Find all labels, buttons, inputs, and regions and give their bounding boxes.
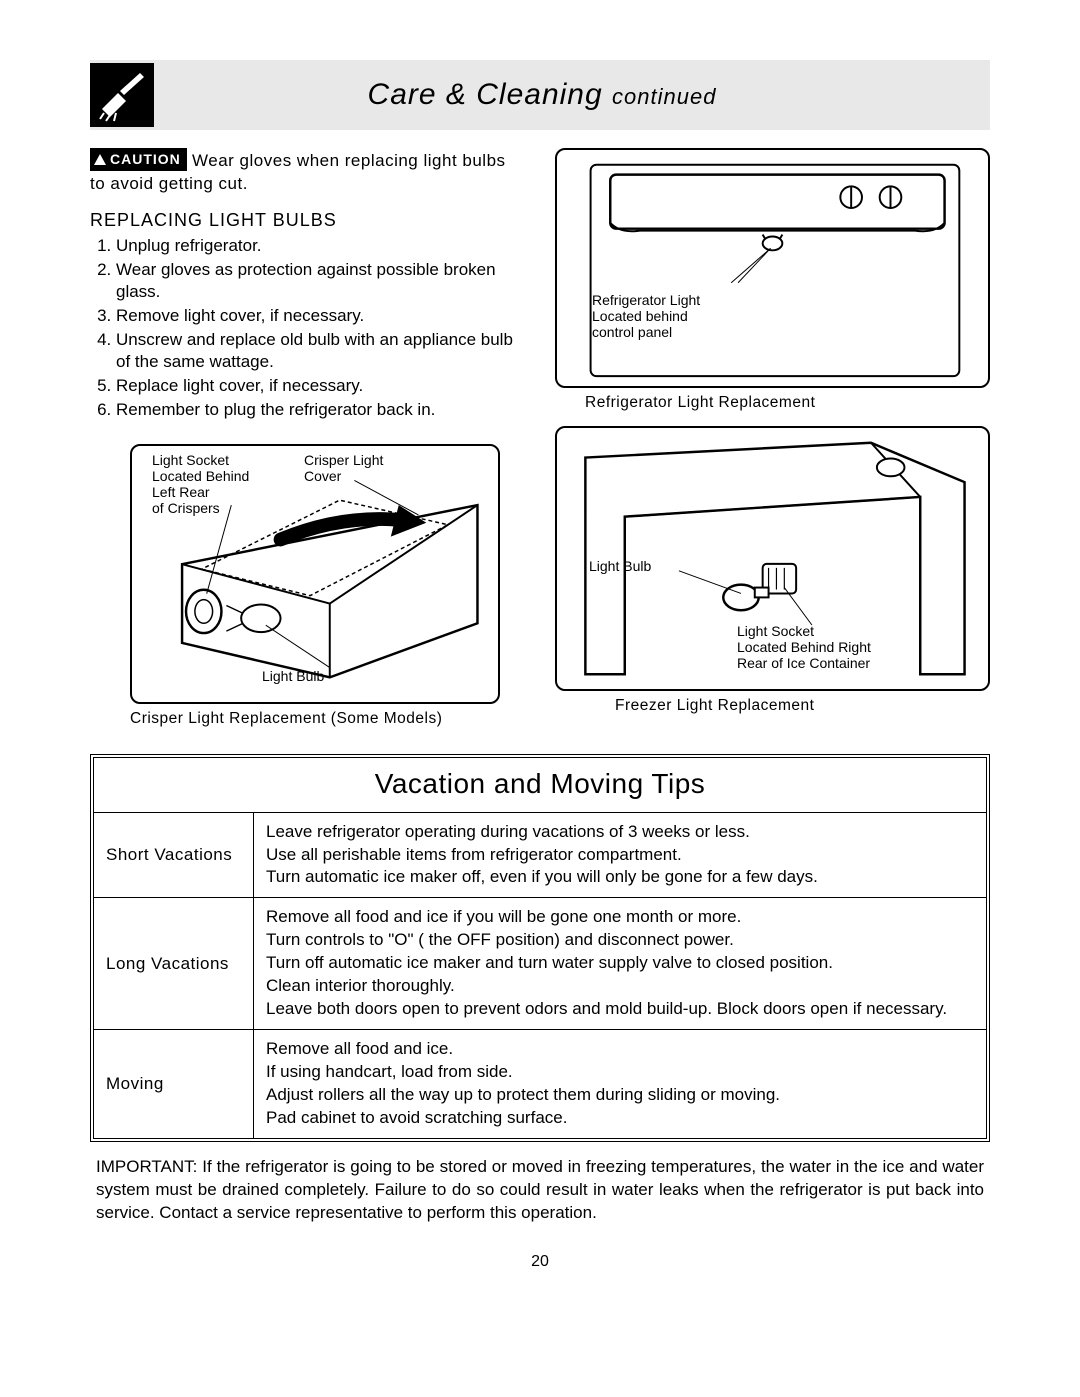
tips-row-label: Long Vacations <box>94 898 254 1029</box>
caution-badge-text: CAUTION <box>110 150 181 169</box>
replacing-steps: Unplug refrigerator. Wear gloves as prot… <box>90 235 525 422</box>
tips-line: Remove all food and ice. <box>266 1038 974 1061</box>
important-note: IMPORTANT: If the refrigerator is going … <box>90 1156 990 1225</box>
page-title: Care & Cleaning continued <box>174 78 990 112</box>
table-row: Moving Remove all food and ice. If using… <box>94 1029 986 1138</box>
tips-table: Vacation and Moving Tips Short Vacations… <box>90 754 990 1142</box>
step-item: Remove light cover, if necessary. <box>116 305 525 327</box>
table-row: Long Vacations Remove all food and ice i… <box>94 897 986 1029</box>
crisper-cover-label: Crisper Light Cover <box>304 452 383 484</box>
tips-row-content: Remove all food and ice. If using handca… <box>254 1030 986 1138</box>
crisper-bulb-label: Light Bulb <box>262 668 324 684</box>
fridge-caption: Refrigerator Light Replacement <box>585 394 990 412</box>
crisper-caption: Crisper Light Replacement (Some Models) <box>130 710 500 728</box>
fridge-diagram: Refrigerator Light Located behind contro… <box>555 148 990 388</box>
tips-title: Vacation and Moving Tips <box>94 758 986 812</box>
freezer-diagram: Light Bulb Light Socket Located Behind R… <box>555 426 990 691</box>
step-item: Replace light cover, if necessary. <box>116 375 525 397</box>
tips-line: Turn automatic ice maker off, even if yo… <box>266 866 974 889</box>
tips-line: Adjust rollers all the way up to protect… <box>266 1084 974 1107</box>
warning-triangle-icon <box>94 154 106 165</box>
crisper-socket-label: Light Socket Located Behind Left Rear of… <box>152 452 249 516</box>
tips-line: Pad cabinet to avoid scratching surface. <box>266 1107 974 1130</box>
tips-line: Remove all food and ice if you will be g… <box>266 906 974 929</box>
tips-line: Use all perishable items from refrigerat… <box>266 844 974 867</box>
crisper-diagram: Light Socket Located Behind Left Rear of… <box>130 444 500 704</box>
table-row: Short Vacations Leave refrigerator opera… <box>94 812 986 898</box>
header-bar: Care & Cleaning continued <box>90 60 990 130</box>
tips-row-content: Leave refrigerator operating during vaca… <box>254 813 986 898</box>
fridge-light-label: Refrigerator Light Located behind contro… <box>592 292 700 340</box>
tips-line: Leave both doors open to prevent odors a… <box>266 998 974 1021</box>
freezer-socket-label: Light Socket Located Behind Right Rear o… <box>737 623 871 671</box>
freezer-caption: Freezer Light Replacement <box>615 697 990 715</box>
title-main: Care & Cleaning <box>368 78 603 111</box>
tips-line: If using handcart, load from side. <box>266 1061 974 1084</box>
step-item: Unscrew and replace old bulb with an app… <box>116 329 525 373</box>
step-item: Remember to plug the refrigerator back i… <box>116 399 525 421</box>
replacing-heading: REPLACING LIGHT BULBS <box>90 210 525 231</box>
tips-row-label: Short Vacations <box>94 813 254 898</box>
tips-line: Turn off automatic ice maker and turn wa… <box>266 952 974 975</box>
tips-row-content: Remove all food and ice if you will be g… <box>254 898 986 1029</box>
tips-line: Turn controls to "O" ( the OFF position)… <box>266 929 974 952</box>
cleaning-icon <box>90 63 154 127</box>
caution-block: CAUTION Wear gloves when replacing light… <box>90 148 525 196</box>
caution-badge: CAUTION <box>90 148 187 171</box>
step-item: Wear gloves as protection against possib… <box>116 259 525 303</box>
title-sub: continued <box>612 84 716 109</box>
tips-line: Clean interior thoroughly. <box>266 975 974 998</box>
freezer-bulb-label: Light Bulb <box>589 558 651 574</box>
page-number: 20 <box>90 1253 990 1271</box>
step-item: Unplug refrigerator. <box>116 235 525 257</box>
tips-row-label: Moving <box>94 1030 254 1138</box>
tips-line: Leave refrigerator operating during vaca… <box>266 821 974 844</box>
